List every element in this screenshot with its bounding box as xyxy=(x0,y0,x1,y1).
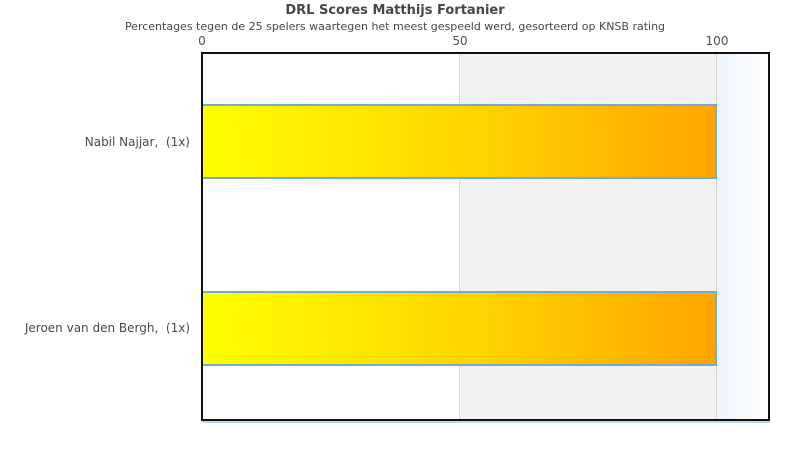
plot-area xyxy=(201,52,770,421)
bar-nabil-najjar xyxy=(203,104,717,179)
chart-title: DRL Scores Matthijs Fortanier xyxy=(285,3,505,18)
x-axis-tick-100: 100 xyxy=(705,34,729,48)
gridline-100 xyxy=(716,54,717,419)
gridline-50 xyxy=(459,54,460,419)
y-axis-label-nabil-najjar: Nabil Najjar, (1x) xyxy=(84,135,190,149)
chart-subtitle: Percentages tegen de 25 spelers waartege… xyxy=(124,20,666,33)
right-gradient-strip xyxy=(717,54,768,419)
plot-bottom-shadow xyxy=(202,421,770,423)
x-axis-tick-0: 0 xyxy=(198,34,206,48)
x-axis-tick-50: 50 xyxy=(452,34,468,48)
y-axis-label-jeroen-van-den-bergh: Jeroen van den Bergh, (1x) xyxy=(24,321,190,335)
bar-jeroen-van-den-bergh xyxy=(203,291,717,366)
